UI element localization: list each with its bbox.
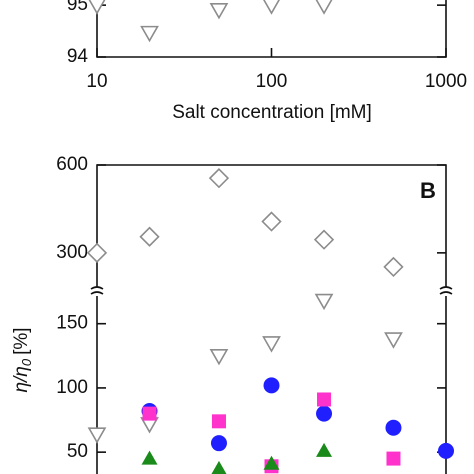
point: [209, 3, 229, 20]
point: [383, 256, 404, 278]
point: [87, 427, 107, 444]
x-tick-label: 100: [256, 71, 288, 92]
x-tick-label: 1000: [425, 71, 467, 92]
point: [141, 450, 158, 465]
y-tick-label: 600: [56, 154, 88, 175]
y-tick-label: 150: [56, 313, 88, 334]
point: [262, 336, 281, 353]
y-tick-label: 95: [67, 0, 88, 15]
point: [209, 349, 229, 366]
point: [263, 0, 280, 15]
point: [386, 451, 401, 466]
point: [385, 419, 402, 436]
point: [261, 211, 282, 232]
point: [263, 455, 280, 470]
point: [210, 435, 227, 452]
y-label-sub: 0: [19, 358, 34, 366]
x-tick-label: 10: [86, 71, 107, 92]
point: [88, 0, 106, 15]
point: [438, 442, 454, 459]
point: [314, 293, 334, 311]
axis-break: [90, 286, 453, 295]
y-tick-label: 94: [67, 46, 89, 67]
point: [211, 460, 227, 474]
y-label-main: η/η: [11, 366, 32, 392]
point: [263, 377, 280, 394]
point: [142, 406, 157, 421]
y-axis-label: η/η0 [%]: [11, 327, 34, 392]
point: [315, 0, 333, 15]
axes-frame: [96, 164, 447, 287]
point: [140, 25, 159, 43]
point: [313, 229, 335, 250]
panel-label: B: [420, 178, 436, 203]
point: [86, 242, 108, 263]
y-label-unit: [%]: [11, 327, 32, 354]
point: [208, 168, 230, 189]
x-axis-label: Salt concentration [mM]: [172, 102, 372, 123]
y-tick-label: 50: [67, 441, 88, 462]
point: [316, 442, 333, 457]
point: [316, 405, 333, 422]
point: [139, 226, 160, 247]
y-tick-label: 100: [56, 377, 88, 398]
y-tick-label: 300: [56, 242, 88, 263]
point: [317, 392, 332, 407]
point: [384, 332, 403, 349]
point: [211, 414, 226, 429]
